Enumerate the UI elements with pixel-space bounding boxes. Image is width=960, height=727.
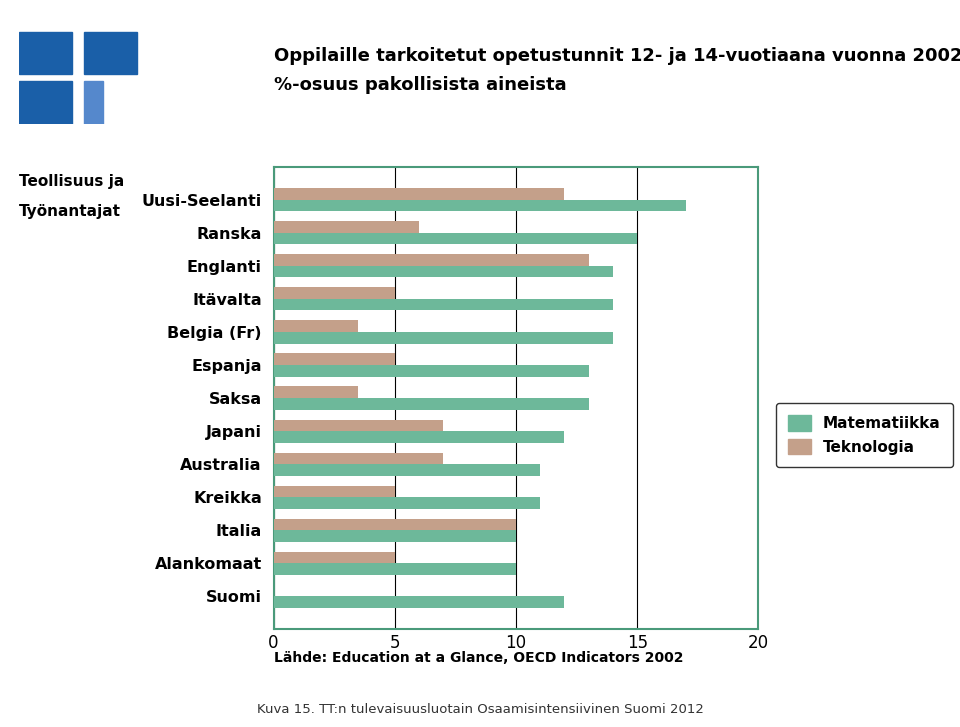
- Bar: [19, 32, 72, 74]
- Bar: [274, 398, 588, 409]
- Bar: [84, 32, 136, 74]
- Text: Oppilaille tarkoitetut opetustunnit 12- ja 14-vuotiaana vuonna 2002,: Oppilaille tarkoitetut opetustunnit 12- …: [274, 47, 960, 65]
- Bar: [274, 563, 516, 575]
- Bar: [19, 81, 72, 124]
- Bar: [274, 518, 516, 530]
- Bar: [274, 497, 540, 509]
- Legend: Matematiikka, Teknologia: Matematiikka, Teknologia: [776, 403, 953, 467]
- Bar: [274, 431, 564, 443]
- Bar: [274, 266, 613, 278]
- Bar: [274, 233, 637, 244]
- Bar: [274, 552, 395, 563]
- Bar: [274, 332, 613, 343]
- Bar: [274, 419, 444, 431]
- Text: Kuva 15. TT:n tulevaisuusluotain Osaamisintensiivinen Suomi 2012: Kuva 15. TT:n tulevaisuusluotain Osaamis…: [256, 703, 704, 716]
- Bar: [274, 530, 516, 542]
- Text: %-osuus pakollisista aineista: %-osuus pakollisista aineista: [274, 76, 566, 95]
- Bar: [274, 287, 395, 299]
- Bar: [274, 452, 444, 464]
- Bar: [274, 365, 588, 377]
- Bar: [274, 188, 564, 200]
- Text: Lähde: Education at a Glance, OECD Indicators 2002: Lähde: Education at a Glance, OECD Indic…: [274, 651, 684, 664]
- Bar: [274, 299, 613, 310]
- Bar: [274, 387, 358, 398]
- Bar: [274, 254, 588, 266]
- Bar: [274, 486, 395, 497]
- Bar: [274, 596, 564, 608]
- Bar: [274, 464, 540, 475]
- Text: Työnantajat: Työnantajat: [19, 204, 121, 219]
- Text: Teollisuus ja: Teollisuus ja: [19, 174, 125, 190]
- Bar: [84, 81, 103, 124]
- Bar: [274, 221, 419, 233]
- Bar: [274, 321, 358, 332]
- Bar: [274, 353, 395, 365]
- Bar: [274, 200, 685, 212]
